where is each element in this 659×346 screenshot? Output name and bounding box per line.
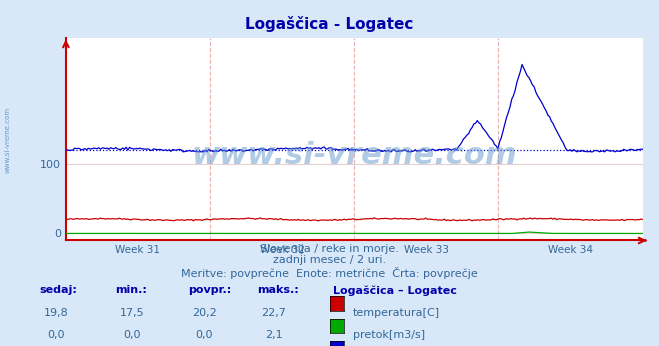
Text: 17,5: 17,5 bbox=[119, 308, 144, 318]
Text: temperatura[C]: temperatura[C] bbox=[353, 308, 440, 318]
Text: Slovenija / reke in morje.: Slovenija / reke in morje. bbox=[260, 244, 399, 254]
Text: 20,2: 20,2 bbox=[192, 308, 217, 318]
Text: www.si-vreme.com: www.si-vreme.com bbox=[5, 107, 11, 173]
Text: pretok[m3/s]: pretok[m3/s] bbox=[353, 330, 424, 340]
Text: Logaščica – Logatec: Logaščica – Logatec bbox=[333, 285, 457, 296]
Text: zadnji mesec / 2 uri.: zadnji mesec / 2 uri. bbox=[273, 255, 386, 265]
Text: 0,0: 0,0 bbox=[123, 330, 140, 340]
Text: 0,0: 0,0 bbox=[47, 330, 65, 340]
Text: sedaj:: sedaj: bbox=[40, 285, 77, 295]
Text: Meritve: povprečne  Enote: metrične  Črta: povprečje: Meritve: povprečne Enote: metrične Črta:… bbox=[181, 267, 478, 279]
Text: 19,8: 19,8 bbox=[43, 308, 69, 318]
Text: 0,0: 0,0 bbox=[196, 330, 213, 340]
Text: Logaščica - Logatec: Logaščica - Logatec bbox=[245, 16, 414, 31]
Text: povpr.:: povpr.: bbox=[188, 285, 231, 295]
Text: www.si-vreme.com: www.si-vreme.com bbox=[191, 141, 517, 170]
Text: min.:: min.: bbox=[115, 285, 147, 295]
Text: maks.:: maks.: bbox=[257, 285, 299, 295]
Text: 22,7: 22,7 bbox=[261, 308, 286, 318]
Text: 2,1: 2,1 bbox=[265, 330, 282, 340]
